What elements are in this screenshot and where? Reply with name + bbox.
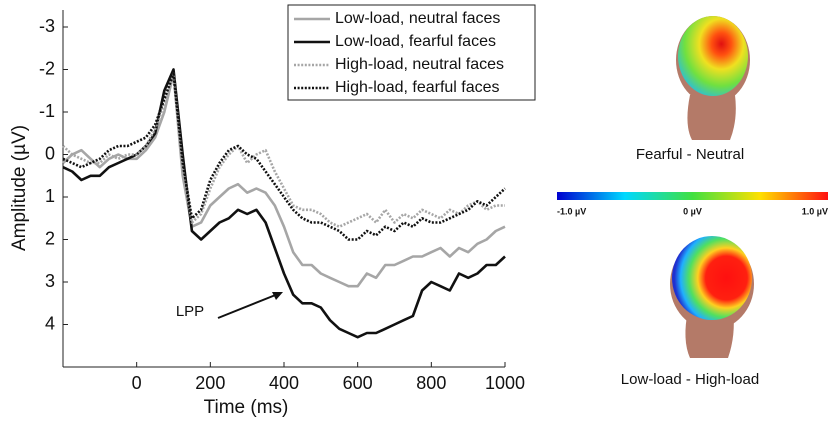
y-tick-label: 4 [45,313,55,333]
y-tick-label: 0 [45,143,55,163]
topomap-upper [676,16,750,140]
topomap-lower [670,236,754,358]
y-tick-label: 2 [45,228,55,248]
topography [672,236,752,320]
y-tick-label: -2 [39,58,55,78]
y-tick-label: -1 [39,101,55,121]
series-line [62,72,505,228]
colorbar-label: -1.0 µV [557,206,586,216]
y-tick-label: 1 [45,186,55,206]
x-axis-label: Time (ms) [204,397,289,418]
y-tick-label: 3 [45,271,55,291]
x-tick-label: 400 [269,373,299,393]
colorbar-label: 0 µV [683,206,702,216]
x-tick-label: 1000 [485,373,525,393]
legend-label: Low-load, neutral faces [335,10,500,27]
series-line [62,68,506,339]
x-tick-label: 800 [416,373,446,393]
legend-label: Low-load, fearful faces [335,33,496,50]
legend-box [287,4,536,101]
x-tick-label: 0 [132,373,142,393]
neck [687,95,736,140]
annotation: LPP [176,303,204,320]
series-line [62,72,506,288]
colorbar-label: 1.0 µV [802,206,828,216]
x-tick-label: 200 [195,373,225,393]
y-tick-label: -3 [39,16,55,36]
topography [678,16,748,96]
topomap-caption: Fearful - Neutral [636,146,744,163]
colorbar [557,192,828,200]
annotation-arrow [217,293,279,319]
y-axis-label: Amplitude (µV) [9,125,30,251]
legend-label: High-load, neutral faces [335,56,504,73]
topomap-caption: Low-load - High-load [621,371,759,388]
arrow-head [272,292,283,300]
legend-label: High-load, fearful faces [335,79,500,96]
x-tick-label: 600 [343,373,373,393]
